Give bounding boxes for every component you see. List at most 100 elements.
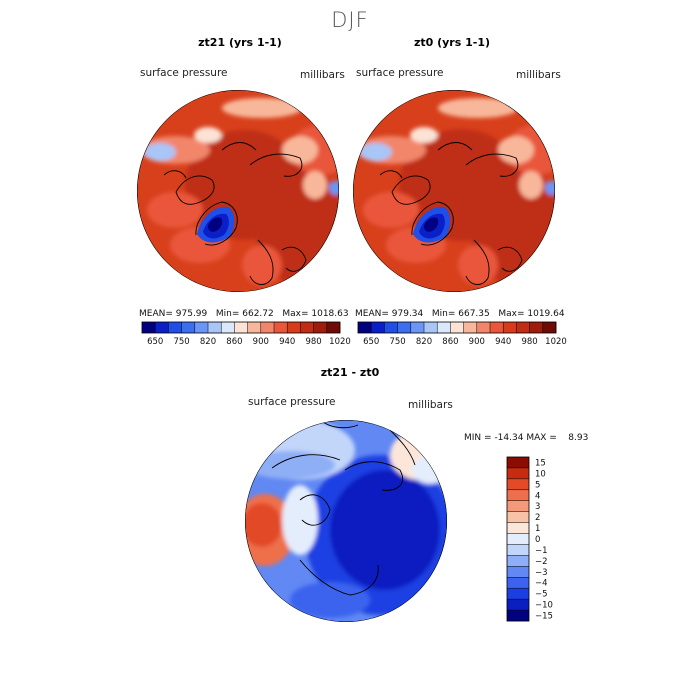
panel3-max-value: 8.93 (568, 433, 589, 443)
panel1-colorbar-swatch (287, 322, 301, 333)
panel3-colorbar-swatch (507, 566, 529, 578)
panel1-colorbar-swatch (155, 322, 169, 333)
panel1-colorbar-tick-label: 650 (147, 337, 163, 347)
panel2-colorbar-tick-label: 980 (521, 337, 537, 347)
panel3-colorbar-tick-label: 0 (535, 535, 540, 545)
panel2-stats: MEAN= 979.34 Min= 667.35 Max= 1019.64 (355, 309, 565, 319)
panel3-colorbar-swatch (507, 588, 529, 600)
panel2-colorbar-tick-label: 940 (495, 337, 511, 347)
panel3-difference-field (245, 420, 447, 618)
panel2-colorbar-tick-label: 900 (469, 337, 485, 347)
panel2-colorbar-tick-label: 650 (363, 337, 379, 347)
panel2-colorbar-swatch (503, 322, 517, 333)
panel3-units-label: millibars (408, 399, 453, 411)
panel3-colorbar-tick-label: 10 (535, 469, 546, 479)
panel2-colorbar-swatch (450, 322, 464, 333)
panel1-variable-label: surface pressure (140, 67, 228, 79)
panel3-min-label: MIN = (464, 433, 492, 443)
panel2-colorbar-swatch (371, 322, 385, 333)
panel3-colorbar-tick-label: 15 (535, 458, 546, 468)
panel1-min-label: Min= (215, 309, 240, 319)
panel1-colorbar-swatch (142, 322, 156, 333)
panel1-colorbar-tick-label: 940 (279, 337, 295, 347)
panel3-colorbar-swatch (507, 610, 529, 622)
panel1-map (137, 90, 339, 292)
panel2-colorbar-swatch (397, 322, 412, 333)
panel3-colorbar-tick-label: 5 (535, 480, 540, 490)
panel2-mean-value: 979.34 (391, 309, 424, 319)
panel3-colorbar-tick-label: −3 (535, 568, 548, 578)
panel2-colorbar-swatch (463, 322, 478, 333)
panel2-colorbar-tick-label: 820 (416, 337, 432, 347)
panel3-colorbar-swatch (507, 599, 529, 611)
panel1-max-value: 1018.63 (311, 309, 349, 319)
panel3-colorbar-tick-label: −5 (535, 590, 548, 600)
panel3-colorbar-swatch (507, 544, 529, 556)
panel3-colorbar-tick-label: 2 (535, 513, 540, 523)
panel1-colorbar-swatch (326, 322, 341, 333)
panel1-colorbar-swatch (168, 322, 182, 333)
panel3-colorbar-swatch (507, 522, 529, 534)
panel3-colorbar-frame (506, 456, 530, 622)
panel3-coastlines (271, 420, 416, 596)
panel3-colorbar-tick-label: −1 (535, 546, 548, 556)
panel2-colorbar-frame (357, 321, 557, 334)
panel3-colorbar-tick-label: 3 (535, 502, 540, 512)
panel1-colorbar-swatch (274, 322, 288, 333)
panel2-colorbar-tick-label: 1020 (545, 337, 567, 347)
panel1-colorbar-frame (141, 321, 341, 334)
panel2-colorbar-swatch (424, 322, 438, 333)
panel2-variable-label: surface pressure (356, 67, 444, 79)
panel3-colorbar-swatch (507, 478, 529, 491)
panel2-colorbar-swatch (516, 322, 530, 333)
panel1-min-value: 662.72 (242, 309, 274, 319)
panel3-title: zt21 - zt0 (320, 366, 380, 379)
panel3-colorbar-swatch (507, 489, 529, 502)
panel1-mean-label: MEAN= (139, 309, 173, 319)
panel3-max-label: MAX = (526, 433, 557, 443)
panel3-variable-label: surface pressure (248, 396, 336, 408)
panel3-colorbar-tick-label: 4 (535, 491, 540, 501)
panel2-colorbar-tick-label: 750 (389, 337, 405, 347)
panel3-stats: MIN = -14.34 MAX = 8.93 (464, 433, 588, 443)
panel1-colorbar-swatch (300, 322, 314, 333)
panel1-colorbar-swatch (208, 322, 222, 333)
panel1-colorbar-tick-label: 900 (253, 337, 269, 347)
panel1-title: zt21 (yrs 1-1) (198, 36, 282, 49)
panel3-colorbar-swatch (507, 457, 529, 469)
panel1-colorbar: 650 750 820 860 900 940 980 1020 (141, 321, 351, 347)
panel2-colorbar-swatch (490, 322, 504, 333)
panel1-stats: MEAN= 975.99 Min= 662.72 Max= 1018.63 (139, 309, 349, 319)
panel1-colorbar-tick-label: 980 (305, 337, 321, 347)
panel3-colorbar-swatch (507, 577, 529, 589)
panel1-colorbar-tick-label: 820 (200, 337, 216, 347)
panel3-colorbar-tick-label: 1 (535, 524, 540, 534)
panel1-greenland-minimum (208, 217, 223, 232)
panel1-colorbar-swatch (247, 322, 262, 333)
figure-title: DJF (331, 8, 369, 32)
panel1-colorbar-swatch (194, 322, 209, 333)
panel3-colorbar-tick-label: −4 (535, 579, 548, 589)
panel2-units-label: millibars (516, 69, 561, 81)
panel3-colorbar-tick-label: −15 (535, 612, 553, 622)
panel3-map (245, 420, 447, 622)
panel2-colorbar-swatch (542, 322, 557, 333)
panel2-colorbar: 650 750 820 860 900 940 980 1020 (357, 321, 567, 347)
panel1-mean-value: 975.99 (175, 309, 208, 319)
panel3-colorbar-swatch (507, 467, 529, 480)
panel2-min-value: 667.35 (458, 309, 490, 319)
panel3-colorbar-tick-label: −2 (535, 557, 548, 567)
panel3-colorbar-tick-label: −10 (535, 601, 553, 611)
panel3-colorbar-swatch (507, 555, 529, 567)
panel2-colorbar-swatch (358, 322, 372, 333)
panel2-title: zt0 (yrs 1-1) (413, 36, 491, 49)
panel2-max-value: 1019.64 (527, 309, 565, 319)
panel1-colorbar-swatch (221, 322, 235, 333)
panel1-coastlines (163, 142, 307, 285)
panel1-colorbar-tick-label: 860 (226, 337, 242, 347)
panel2-max-label: Max= (498, 309, 525, 319)
panel1-units-label: millibars (300, 69, 345, 81)
panel2-greenland-minimum (424, 217, 439, 232)
